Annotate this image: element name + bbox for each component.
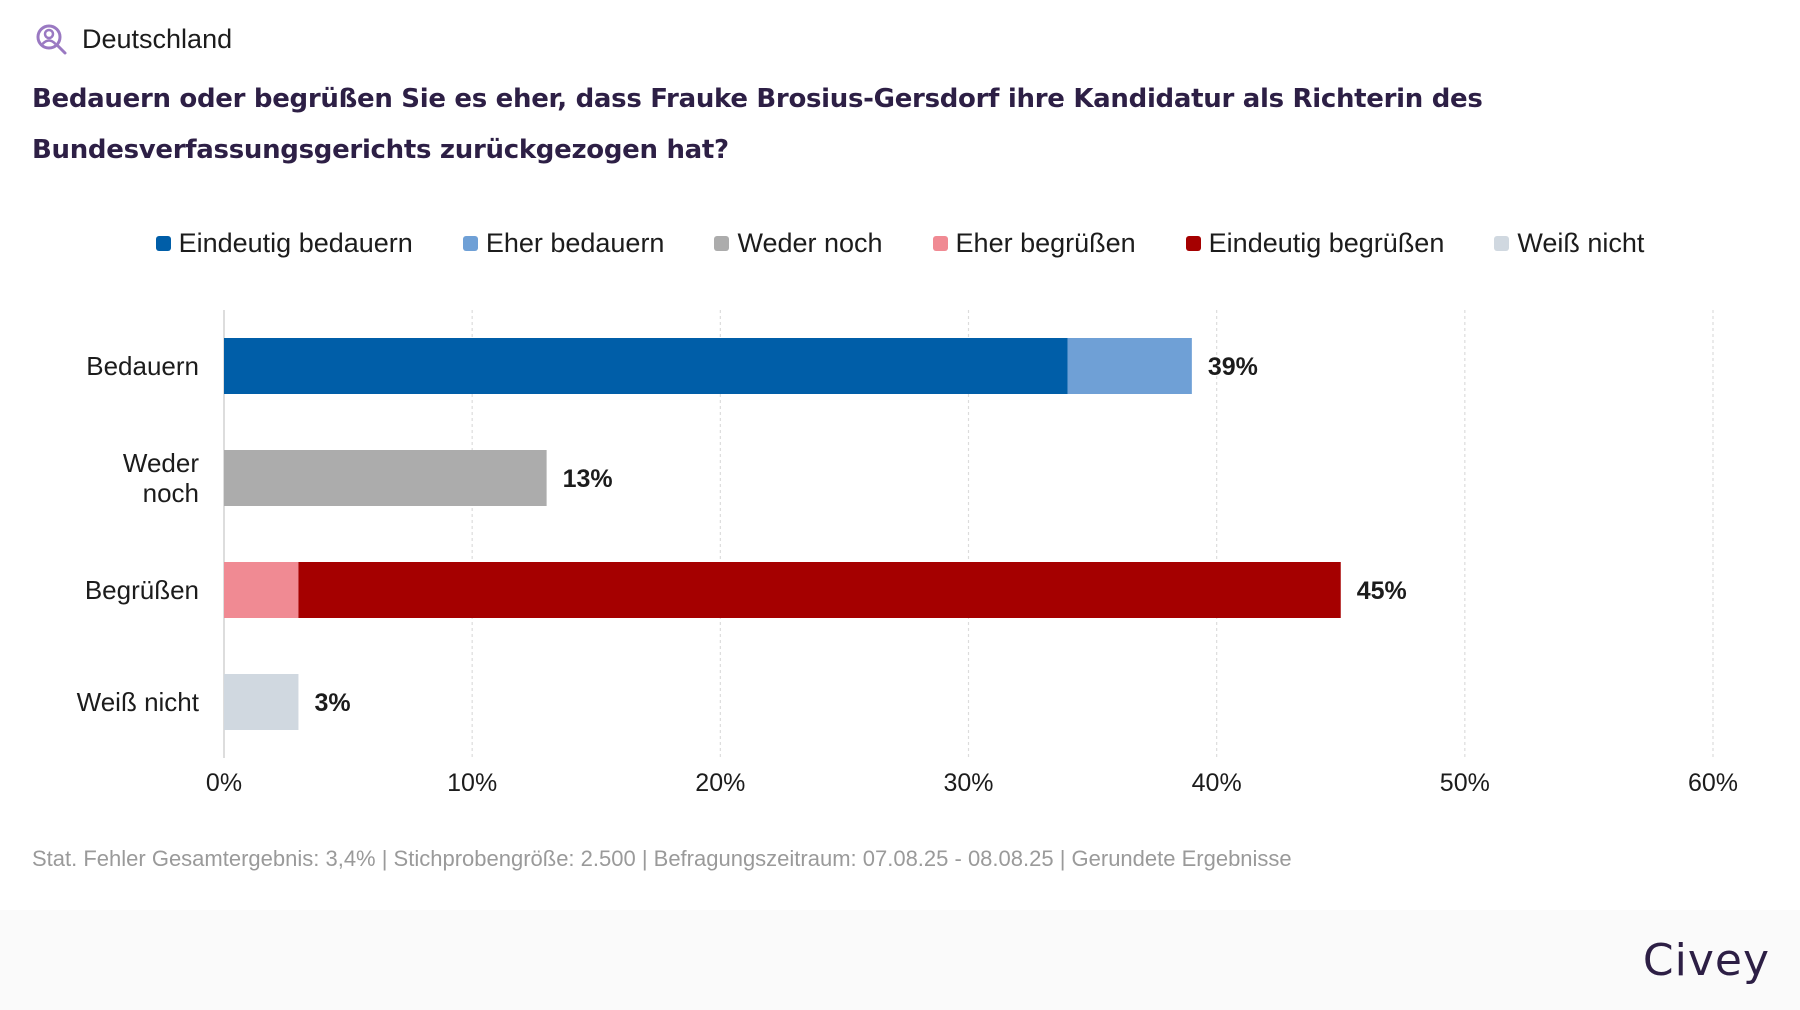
- brand-logo: Civey: [1642, 935, 1770, 986]
- bar-eher-bedauern: [1067, 338, 1192, 394]
- category-label: Weiß nicht: [77, 687, 200, 717]
- legend-label: Eindeutig bedauern: [178, 228, 413, 258]
- category-label: Begrüßen: [85, 575, 199, 605]
- footer: Civey: [0, 910, 1800, 1010]
- bar-weder-noch: [224, 450, 547, 506]
- legend-swatch: [714, 236, 730, 251]
- category-label-line: Begrüßen: [85, 575, 199, 605]
- legend-item[interactable]: Eher bedauern: [462, 228, 665, 259]
- legend-swatch: [1494, 236, 1510, 251]
- legend-swatch: [932, 236, 948, 251]
- x-tick-label: 10%: [447, 769, 497, 797]
- legend-swatch: [155, 236, 171, 251]
- x-tick-label: 60%: [1688, 769, 1738, 797]
- bar-eher-begr-en: [224, 562, 299, 618]
- legend-swatch: [1185, 236, 1201, 251]
- data-label: 3%: [314, 689, 350, 717]
- legend-label: Weiß nicht: [1517, 228, 1645, 258]
- x-tick-label: 50%: [1440, 769, 1490, 797]
- legend-item[interactable]: Eindeutig bedauern: [155, 228, 413, 259]
- footnote: Stat. Fehler Gesamtergebnis: 3,4% | Stic…: [32, 846, 1292, 871]
- legend-item[interactable]: Eher begrüßen: [932, 228, 1136, 259]
- category-label-line: Bedauern: [86, 351, 199, 381]
- legend-item[interactable]: Weder noch: [714, 228, 883, 259]
- legend-label: Eher begrüßen: [955, 228, 1136, 258]
- legend-label: Eher bedauern: [485, 228, 665, 258]
- legend-label: Eindeutig begrüßen: [1208, 228, 1445, 258]
- bar-eindeutig-begr-en: [298, 562, 1341, 618]
- category-label-line: noch: [143, 478, 199, 508]
- data-label: 39%: [1208, 353, 1258, 381]
- category-label: Bedauern: [86, 351, 199, 381]
- category-label-line: Weiß nicht: [77, 687, 200, 717]
- category-label: Weder noch: [123, 448, 199, 508]
- user-search-icon: [36, 24, 67, 55]
- x-tick-label: 0%: [206, 769, 242, 797]
- region-label: Deutschland: [82, 23, 233, 54]
- data-label: 13%: [563, 465, 613, 493]
- legend-swatch: [462, 236, 478, 251]
- x-tick-label: 30%: [943, 769, 993, 797]
- legend-item[interactable]: Weiß nicht: [1494, 228, 1644, 259]
- x-tick-label: 40%: [1192, 769, 1242, 797]
- category-label-line: Weder: [123, 448, 199, 478]
- legend-item[interactable]: Eindeutig begrüßen: [1185, 228, 1445, 259]
- legend-label: Weder noch: [737, 228, 883, 258]
- x-tick-label: 20%: [695, 769, 745, 797]
- region-header: Deutschland: [34, 22, 232, 56]
- data-label: 45%: [1357, 577, 1407, 605]
- bar-wei-nicht: [224, 674, 299, 730]
- bar-eindeutig-bedauern: [224, 338, 1068, 394]
- chart-title: Bedauern oder begrüßen Sie es eher, dass…: [32, 84, 1483, 165]
- legend: Eindeutig bedauern Eher bedauern Weder noc…: [0, 228, 1800, 259]
- chart: 0% 10% 20% 30% 40% 50% 60% 39% Bedauern 13% Weder n…: [77, 310, 1738, 797]
